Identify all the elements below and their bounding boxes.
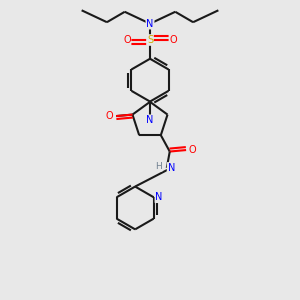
Text: O: O xyxy=(169,35,177,45)
Text: N: N xyxy=(155,192,163,202)
Text: S: S xyxy=(147,35,153,45)
Text: N: N xyxy=(146,19,154,29)
Text: H: H xyxy=(155,162,162,171)
Text: O: O xyxy=(106,111,113,121)
Text: O: O xyxy=(189,145,196,155)
Text: O: O xyxy=(123,35,130,45)
Text: N: N xyxy=(167,163,175,173)
Text: N: N xyxy=(146,115,154,125)
